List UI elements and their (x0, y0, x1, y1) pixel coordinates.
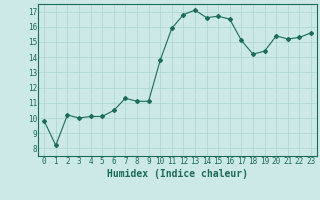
X-axis label: Humidex (Indice chaleur): Humidex (Indice chaleur) (107, 169, 248, 179)
